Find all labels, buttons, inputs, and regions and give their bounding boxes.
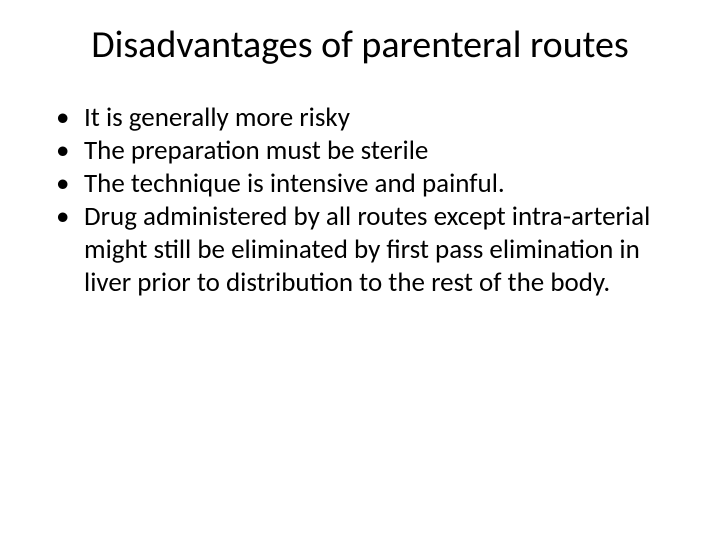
list-item: The preparation must be sterile xyxy=(56,135,682,168)
list-item: Drug administered by all routes except i… xyxy=(56,201,682,300)
slide-container: Disadvantages of parenteral routes It is… xyxy=(0,0,720,540)
bullet-list: It is generally more risky The preparati… xyxy=(38,102,682,300)
slide-title: Disadvantages of parenteral routes xyxy=(38,22,682,68)
list-item: It is generally more risky xyxy=(56,102,682,135)
list-item: The technique is intensive and painful. xyxy=(56,168,682,201)
